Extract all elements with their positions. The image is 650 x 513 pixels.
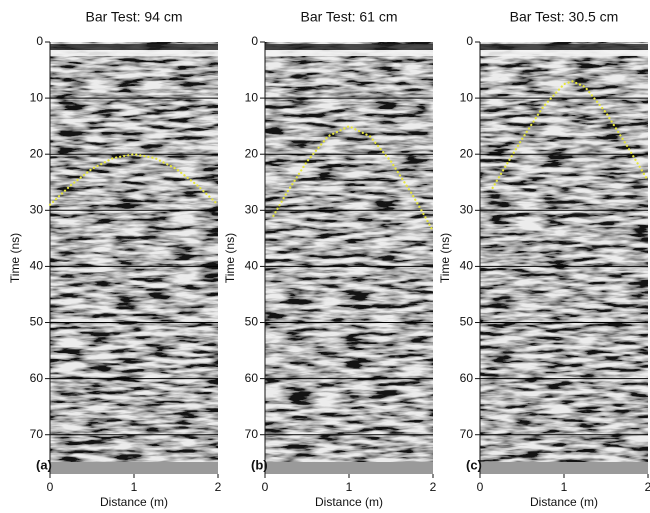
y-axis-label: Time (ns) (438, 233, 452, 283)
y-tick-label: 30 (30, 202, 44, 216)
x-tick-label: 1 (346, 480, 353, 494)
y-tick-label: 50 (460, 315, 474, 329)
panel-title: Bar Test: 30.5 cm (510, 9, 619, 25)
y-tick-label: 20 (30, 146, 44, 160)
radargram-noise (480, 42, 648, 474)
y-tick-label: 10 (30, 90, 44, 104)
direct-wave-light (50, 50, 218, 56)
y-tick-label: 40 (460, 259, 474, 273)
x-tick-label: 0 (262, 480, 269, 494)
bottom-band (480, 462, 648, 474)
hyperbola-fit (491, 80, 650, 189)
y-tick-label: 70 (30, 427, 44, 441)
y-tick-label: 30 (460, 202, 474, 216)
direct-wave-dark (480, 44, 648, 50)
y-tick-label: 50 (30, 315, 44, 329)
y-tick-label: 30 (245, 202, 259, 216)
radargram-noise (50, 42, 218, 474)
x-tick-label: 2 (215, 480, 222, 494)
x-axis-label: Distance (m) (315, 495, 383, 509)
x-tick-label: 0 (47, 480, 54, 494)
direct-wave-light (480, 50, 648, 56)
x-tick-label: 2 (430, 480, 437, 494)
panel-label: (b) (251, 457, 268, 472)
panel-label: (a) (36, 457, 52, 472)
y-tick-label: 60 (30, 371, 44, 385)
y-tick-label: 20 (245, 146, 259, 160)
panel-title: Bar Test: 61 cm (300, 9, 397, 25)
x-axis-label: Distance (m) (100, 495, 168, 509)
y-axis-label: Time (ns) (8, 233, 22, 283)
y-tick-label: 70 (245, 427, 259, 441)
radargram-noise (265, 42, 433, 474)
y-tick-label: 60 (245, 371, 259, 385)
panel-title: Bar Test: 94 cm (85, 9, 182, 25)
y-tick-label: 60 (460, 371, 474, 385)
y-tick-label: 0 (251, 34, 258, 48)
hyperbola-fit (272, 124, 435, 233)
hyperbola-fit (48, 153, 220, 206)
bottom-band (265, 462, 433, 474)
panel-label: (c) (466, 457, 482, 472)
direct-wave-light (265, 50, 433, 56)
y-tick-label: 10 (460, 90, 474, 104)
x-tick-label: 2 (645, 480, 650, 494)
direct-wave-dark (265, 44, 433, 50)
y-tick-label: 0 (466, 34, 473, 48)
x-tick-label: 1 (131, 480, 138, 494)
y-tick-label: 70 (460, 427, 474, 441)
x-axis-label: Distance (m) (530, 495, 598, 509)
y-tick-label: 0 (36, 34, 43, 48)
y-tick-label: 20 (460, 146, 474, 160)
x-tick-label: 0 (477, 480, 484, 494)
y-axis-label: Time (ns) (223, 233, 237, 283)
bottom-band (50, 462, 218, 474)
x-tick-label: 1 (561, 480, 568, 494)
y-tick-label: 40 (30, 259, 44, 273)
y-tick-label: 40 (245, 259, 259, 273)
y-tick-label: 10 (245, 90, 259, 104)
y-tick-label: 50 (245, 315, 259, 329)
direct-wave-dark (50, 44, 218, 50)
